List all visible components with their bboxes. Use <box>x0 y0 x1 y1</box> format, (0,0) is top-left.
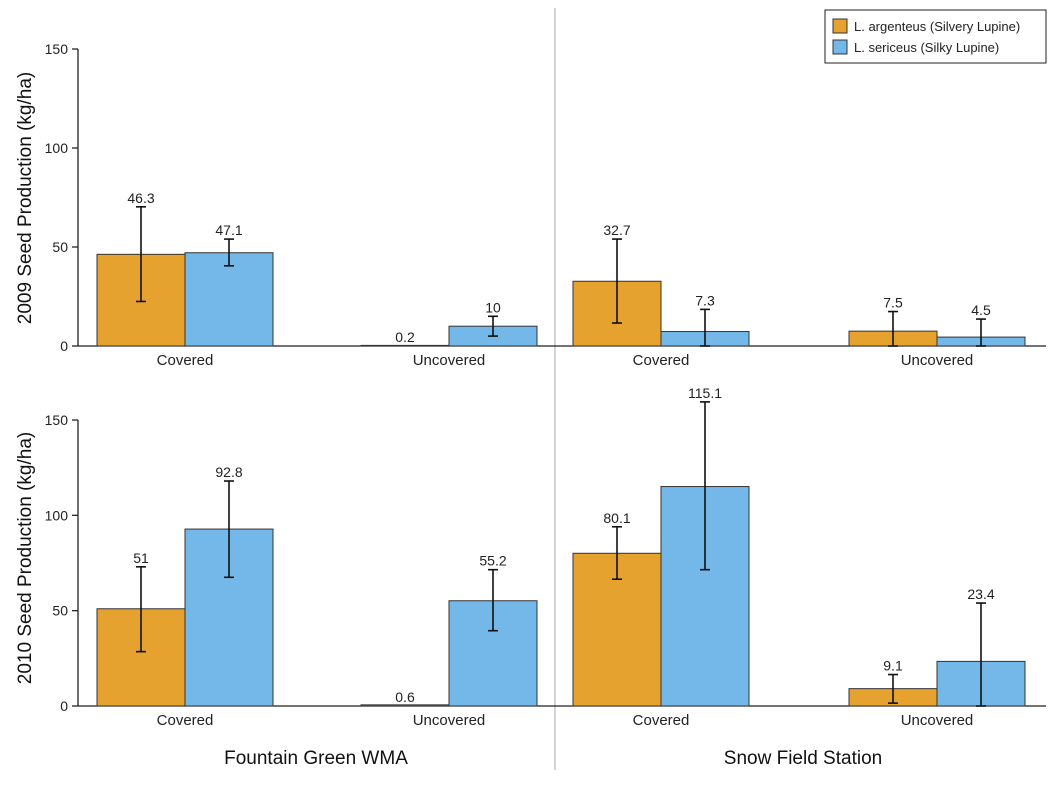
category-label: Covered <box>157 352 214 369</box>
panel-2009-snow-field: Covered 32.7 7.3 Uncovered 7.5 4.5 <box>555 222 1046 369</box>
y-axis-label-2009: 2009 Seed Production (kg/ha) <box>15 72 36 324</box>
legend-box <box>824 9 1047 64</box>
bar <box>360 704 450 707</box>
data-label: 51 <box>133 550 149 566</box>
legend-label-argenteus: L. argenteus (Silvery Lupine) <box>854 19 1020 34</box>
y-tick-label: 100 <box>45 507 69 523</box>
y-tick-label: 150 <box>45 412 69 428</box>
bar <box>360 344 450 347</box>
data-label: 0.2 <box>395 329 415 345</box>
category-label: Uncovered <box>413 712 486 729</box>
category-label: Uncovered <box>413 352 486 369</box>
y-tick-label: 0 <box>60 698 68 714</box>
data-label: 32.7 <box>603 222 630 238</box>
data-label: 55.2 <box>479 553 506 569</box>
y-tick-label: 50 <box>52 239 68 255</box>
panel-2010-snow-field: Covered 80.1 115.1 Uncovered 9.1 23.4 <box>555 385 1046 729</box>
data-label: 23.4 <box>967 586 994 602</box>
data-label: 4.5 <box>971 302 991 318</box>
data-label: 47.1 <box>215 222 242 238</box>
legend-swatch-argenteus <box>832 18 848 34</box>
legend: L. argenteus (Silvery Lupine) L. sericeu… <box>824 9 1047 64</box>
category-label: Covered <box>157 712 214 729</box>
bar <box>184 252 274 347</box>
data-label: 9.1 <box>883 658 903 674</box>
data-label: 0.6 <box>395 689 415 705</box>
data-label: 80.1 <box>603 510 630 526</box>
site-label-snow-field: Snow Field Station <box>724 748 882 769</box>
category-label: Covered <box>633 352 690 369</box>
y-tick-label: 150 <box>45 41 69 57</box>
panel-2009-fountain-green: 0 50 100 150 Covered 46.3 47.1 Uncovered 0.2 10 <box>45 41 555 369</box>
data-label: 10 <box>485 299 501 315</box>
panel-2010-fountain-green: 0 50 100 150 Covered 51 92.8 Uncovered 0.6 55.2 <box>45 412 555 729</box>
category-label: Covered <box>633 712 690 729</box>
data-label: 7.5 <box>883 295 903 311</box>
category-label: Uncovered <box>901 712 974 729</box>
data-label: 92.8 <box>215 464 242 480</box>
y-tick-label: 0 <box>60 338 68 354</box>
site-label-fountain-green: Fountain Green WMA <box>224 748 408 769</box>
y-axis-label-2010: 2010 Seed Production (kg/ha) <box>15 432 36 684</box>
data-label: 115.1 <box>688 385 722 401</box>
y-tick-label: 50 <box>52 603 68 619</box>
category-label: Uncovered <box>901 352 974 369</box>
data-label: 7.3 <box>695 292 715 308</box>
data-label: 46.3 <box>127 190 154 206</box>
legend-label-sericeus: L. sericeus (Silky Lupine) <box>854 40 999 55</box>
y-tick-label: 100 <box>45 140 69 156</box>
legend-swatch-sericeus <box>832 39 848 55</box>
